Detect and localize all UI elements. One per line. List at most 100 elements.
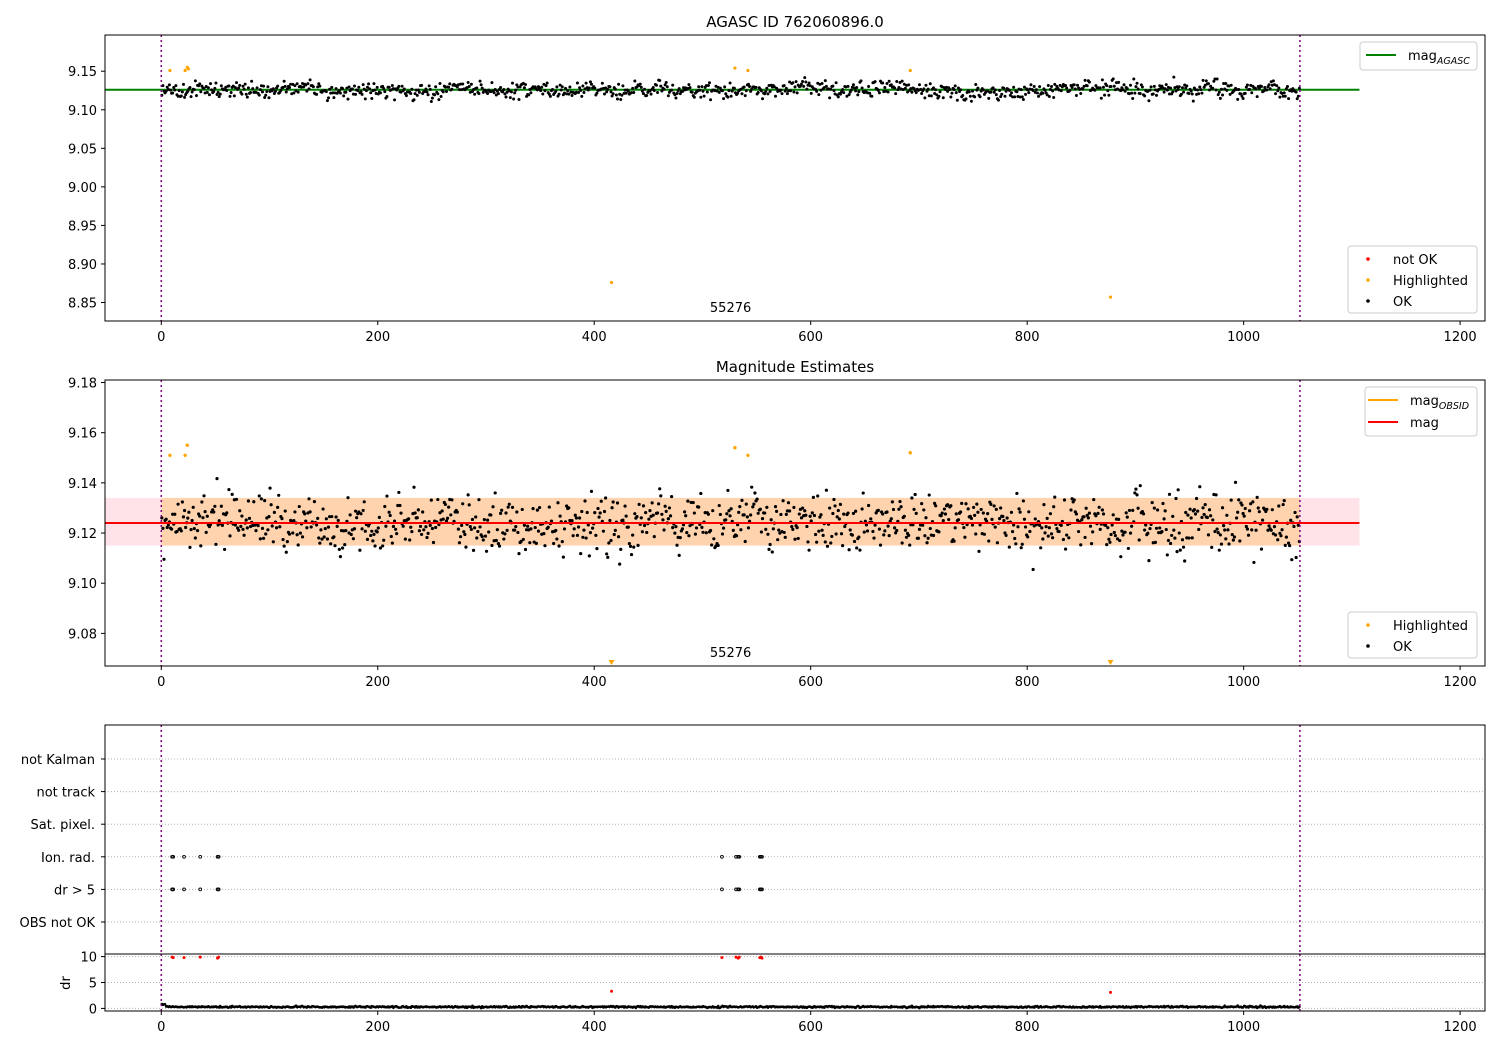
ok-point bbox=[1048, 512, 1053, 516]
ok-point bbox=[431, 540, 436, 545]
ok-point bbox=[1052, 96, 1056, 100]
ok-point bbox=[618, 562, 622, 566]
estimates-ytick-label: 9.16 bbox=[68, 427, 97, 442]
ok-point bbox=[308, 510, 312, 514]
ok-point bbox=[273, 89, 277, 93]
ok-point bbox=[1125, 515, 1129, 519]
ok-point bbox=[474, 515, 478, 519]
ok-point bbox=[497, 544, 502, 548]
ok-point bbox=[565, 504, 569, 508]
ok-point bbox=[1180, 538, 1185, 542]
ok-point bbox=[815, 89, 819, 93]
ok-point bbox=[1210, 545, 1214, 549]
ok-point bbox=[1140, 85, 1144, 89]
ok-point bbox=[632, 545, 636, 549]
ok-point bbox=[515, 510, 519, 514]
ok-point bbox=[928, 526, 932, 531]
ok-point bbox=[1040, 526, 1044, 530]
ok-point bbox=[571, 534, 575, 538]
ok-point bbox=[293, 84, 297, 88]
ok-point bbox=[1178, 548, 1182, 552]
ok-point bbox=[859, 79, 863, 83]
ok-point bbox=[999, 506, 1003, 510]
ok-point bbox=[587, 554, 591, 558]
ok-point bbox=[852, 539, 857, 544]
ok-point bbox=[1045, 93, 1049, 97]
ok-point bbox=[629, 552, 634, 557]
ok-point bbox=[429, 498, 433, 502]
ok-point bbox=[763, 92, 767, 96]
ok-point bbox=[1096, 511, 1100, 515]
ok-point bbox=[1250, 528, 1254, 532]
flag-point bbox=[737, 887, 742, 892]
ok-point bbox=[732, 86, 736, 90]
ok-point bbox=[917, 83, 921, 87]
ok-point bbox=[1293, 510, 1297, 515]
ok-point bbox=[337, 89, 341, 93]
ok-point bbox=[656, 91, 660, 95]
ok-point bbox=[309, 525, 313, 529]
ok-point bbox=[1141, 512, 1146, 516]
ok-point bbox=[355, 516, 359, 520]
ok-point bbox=[332, 96, 336, 100]
ok-point bbox=[907, 83, 911, 87]
ok-point bbox=[296, 90, 300, 94]
ok-point bbox=[1103, 93, 1107, 97]
ok-point bbox=[1240, 503, 1244, 507]
ok-point bbox=[752, 502, 756, 506]
ok-point bbox=[579, 88, 583, 92]
ok-point bbox=[919, 87, 923, 91]
ok-point bbox=[791, 81, 795, 85]
flag-point bbox=[720, 887, 724, 892]
ok-point bbox=[231, 84, 235, 88]
ok-point bbox=[584, 81, 588, 85]
ok-point bbox=[1034, 88, 1038, 92]
ok-point bbox=[252, 500, 256, 504]
ok-point bbox=[341, 87, 345, 91]
ok-point bbox=[574, 516, 578, 520]
ok-point bbox=[484, 549, 489, 553]
ok-point bbox=[1115, 537, 1120, 541]
ok-point bbox=[680, 527, 685, 531]
ok-point bbox=[347, 85, 351, 89]
ok-point bbox=[512, 97, 516, 101]
ok-point bbox=[1284, 87, 1288, 91]
ok-point bbox=[607, 541, 611, 545]
ok-point bbox=[1022, 517, 1027, 521]
ok-point bbox=[283, 84, 287, 88]
dr-xtick-label: 800 bbox=[1015, 1020, 1040, 1035]
ok-point bbox=[1007, 88, 1011, 92]
ok-point bbox=[1163, 87, 1167, 91]
ok-point bbox=[567, 92, 571, 96]
ok-point bbox=[914, 91, 918, 95]
ok-point bbox=[745, 515, 749, 519]
ok-point bbox=[1027, 510, 1031, 514]
ok-point bbox=[517, 552, 521, 556]
ok-point bbox=[1207, 508, 1212, 512]
ok-point bbox=[1087, 80, 1091, 84]
dr-xtick-label: 400 bbox=[582, 1020, 607, 1035]
ok-point bbox=[1188, 507, 1192, 511]
ok-point bbox=[288, 86, 292, 90]
ok-point bbox=[387, 85, 391, 89]
ok-point bbox=[190, 518, 194, 523]
ok-point bbox=[929, 94, 933, 98]
ok-point bbox=[619, 97, 623, 101]
ok-point bbox=[305, 526, 309, 530]
flag-point bbox=[198, 887, 203, 892]
ok-point bbox=[613, 528, 617, 532]
ok-point bbox=[974, 532, 978, 536]
ok-point bbox=[1005, 516, 1009, 520]
ok-point bbox=[1068, 88, 1072, 92]
ok-point bbox=[774, 94, 778, 98]
ok-point bbox=[494, 93, 498, 97]
ok-point bbox=[358, 548, 362, 552]
ok-point bbox=[935, 93, 939, 97]
ok-point bbox=[651, 513, 655, 517]
ok-point bbox=[674, 96, 678, 100]
ok-point bbox=[1021, 499, 1025, 503]
ok-point bbox=[1133, 91, 1137, 95]
ok-point bbox=[179, 529, 183, 533]
ok-point bbox=[725, 512, 729, 516]
ok-point bbox=[848, 528, 852, 532]
